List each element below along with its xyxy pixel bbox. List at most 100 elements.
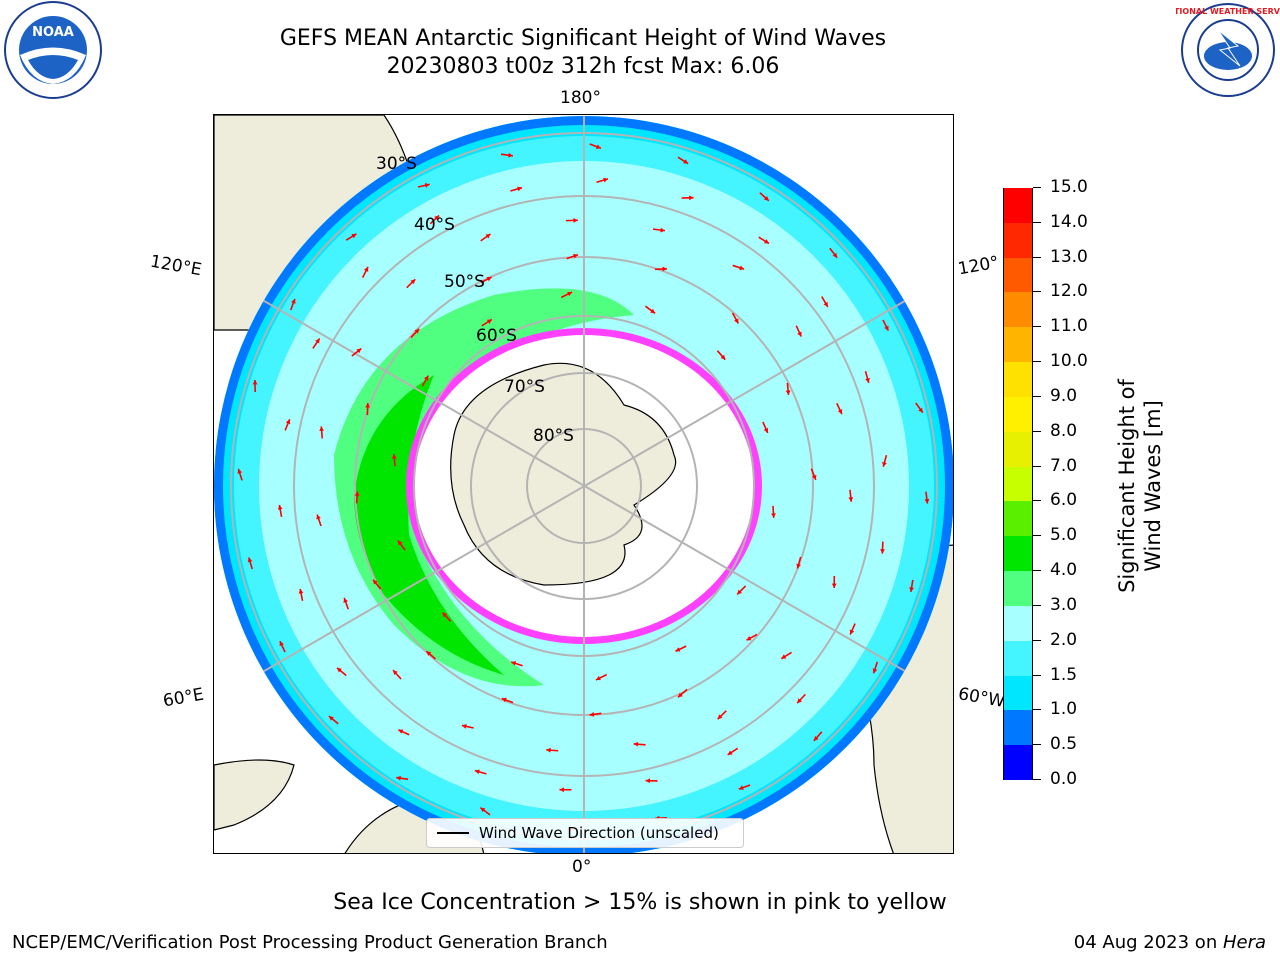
colorbar-tick-mark [1033,187,1041,188]
colorbar-tick-mark [1033,779,1041,780]
polar-map-canvas: 30°S 40°S 50°S 60°S 70°S 80°S [214,115,953,853]
wave-direction-arrowhead [823,301,828,307]
polar-map: 30°S 40°S 50°S 60°S 70°S 80°S [213,114,954,854]
wave-direction-arrowhead [316,514,321,520]
lat-label-80s: 80°S [533,426,574,446]
wave-direction-arrowhead [924,498,930,504]
wave-direction-arrowhead [546,747,551,753]
wave-direction-arrowhead [351,233,357,239]
wave-direction-arrowhead [559,787,564,793]
lat-label-50s: 50°S [444,272,485,292]
wave-direction-arrowhead [434,215,440,221]
colorbar-tick-mark [1033,291,1041,293]
chart-title: GEFS MEAN Antarctic Significant Height o… [279,26,887,51]
wave-direction-arrowhead [474,769,480,775]
wave-direction-arrowhead [480,807,486,813]
wave-direction-arrowhead [336,667,342,673]
wave-direction-arrowhead [781,654,787,659]
wave-direction-arrowhead [365,403,371,408]
wave-direction-arrowhead [785,390,791,395]
wave-direction-arrowhead [918,407,923,413]
wave-direction-arrowhead [391,454,397,459]
wave-direction-arrowhead [319,426,325,432]
colorbar-tick-label: 1.0 [1050,699,1078,720]
wave-direction-arrowhead [848,497,854,502]
wave-direction-arrowhead [343,597,348,603]
wave-direction-arrowhead [328,716,334,721]
wave-direction-arrowhead [486,276,492,282]
wave-direction-arrowhead [589,712,595,717]
colorbar-tick-label: 1.5 [1050,664,1078,685]
wave-direction-arrowhead [423,375,429,381]
colorbar-tick-label: 8.0 [1050,420,1078,441]
colorbar-segment [1004,326,1032,363]
map-legend: Wind Wave Direction (unscaled) [426,818,744,848]
colorbar-tick-label: 5.0 [1050,525,1078,546]
colorbar-tick-label: 13.0 [1050,246,1088,267]
colorbar-tick-mark [1033,395,1041,397]
wave-direction-arrowhead [363,266,369,272]
lat-label-60s: 60°S [476,326,517,346]
lon-label-120e: 120°E [148,251,204,281]
wave-direction-arrowhead [393,670,398,676]
colorbar-segment [1004,222,1032,258]
wave-direction-arrowhead [567,291,573,297]
colorbar-tick-label: 15.0 [1050,177,1088,197]
colorbar-tick-mark [1033,709,1041,711]
date-text: 04 Aug 2023 on [1073,932,1223,953]
lon-label-60w: 60°W [956,684,1007,712]
wave-direction-arrowhead [237,468,242,474]
wave-direction-arrowhead [277,505,283,510]
colorbar-tick-mark [1033,570,1041,572]
wave-direction-arrowhead [738,785,744,790]
wave-direction-arrowhead [501,697,507,703]
wave-direction-arrowhead [831,583,837,588]
colorbar-tick-label: 4.0 [1050,560,1078,581]
colorbar-tick-label: 3.0 [1050,594,1078,615]
colorbar-tick-mark [1033,326,1041,328]
colorbar [1003,187,1033,780]
colorbar-segment [1004,500,1032,537]
wave-direction-arrowhead [442,612,448,618]
wave-direction-arrowhead [595,675,601,681]
colorbar-segment [1004,361,1032,397]
colorbar-tick-mark [1033,535,1041,537]
wave-direction-arrowhead [797,698,802,704]
wave-direction-arrowhead [832,252,838,258]
wave-direction-arrowhead [650,308,656,314]
wave-direction-arrowhead [252,380,258,385]
colorbar-tick-label: 12.0 [1050,281,1088,302]
wave-direction-arrowhead [247,557,253,563]
colorbar-segment [1004,570,1032,606]
colorbar-segment [1004,605,1032,641]
wave-direction-arrowhead [739,265,745,271]
colorbar-segment [1004,675,1032,711]
noaa-logo: NOAA [4,1,102,99]
wave-direction-arrowhead [764,239,770,244]
colorbar-tick-mark [1033,465,1041,467]
wave-direction-arrowhead [865,377,870,383]
colorbar-tick-mark [1033,361,1041,363]
colorbar-segment [1004,291,1032,328]
credit-text: NCEP/EMC/Verification Post Processing Pr… [12,932,608,953]
colorbar-tick-label: 2.0 [1050,629,1078,650]
wave-direction-arrowhead [410,279,416,285]
wave-direction-arrowhead [424,183,430,188]
date-stamp: 04 Aug 2023 on Hera [1074,932,1266,953]
wave-direction-arrowhead [763,427,769,433]
wave-direction-arrowhead [397,540,403,546]
wave-direction-arrowhead [279,641,284,647]
colorbar-tick-label: 0.0 [1050,769,1078,789]
wave-direction-arrowhead [884,325,889,331]
wave-direction-arrowhead [414,328,420,334]
colorbar-tick-mark [1033,604,1041,606]
wave-direction-arrowhead [461,724,467,729]
colorbar-label: Significant Height of Wind Waves [m] [1115,379,1165,593]
svg-text:NATIONAL WEATHER SERVICE: NATIONAL WEATHER SERVICE [1176,7,1280,16]
colorbar-tick-label: 9.0 [1050,385,1078,406]
wave-direction-arrowhead [872,668,878,674]
chart-subtitle: 20230803 t00z 312h fcst Max: 6.06 [386,54,780,79]
colorbar-tick-mark [1033,744,1041,746]
colorbar-tick-label: 10.0 [1050,351,1088,372]
africa-land [214,759,295,831]
